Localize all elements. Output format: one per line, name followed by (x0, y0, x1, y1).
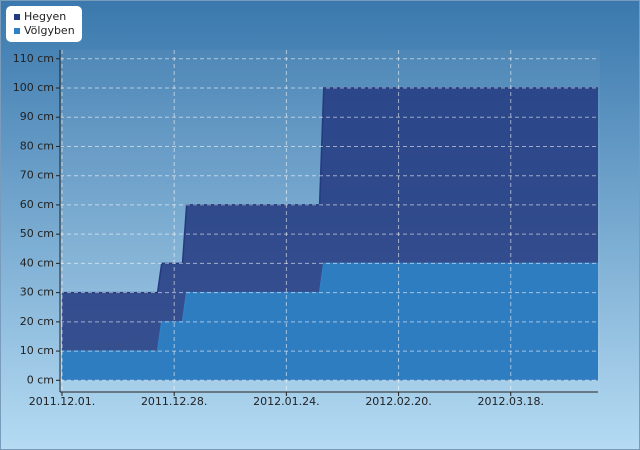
x-tick-label: 2011.12.01. (29, 395, 95, 408)
y-tick-label: 30 cm (20, 286, 54, 299)
y-tick-label: 90 cm (20, 110, 54, 123)
y-tick-label: 70 cm (20, 169, 54, 182)
y-tick-label: 80 cm (20, 139, 54, 152)
legend-label: Hegyen (24, 10, 66, 23)
legend-box (6, 6, 82, 42)
x-tick-label: 2012.03.18. (478, 395, 544, 408)
series-line (62, 262, 598, 352)
x-tick-label: 2012.02.20. (365, 395, 431, 408)
x-tick-label: 2012.01.24. (253, 395, 319, 408)
y-tick-label: 10 cm (20, 344, 54, 357)
y-tick-label: 60 cm (20, 198, 54, 211)
series-line (62, 87, 598, 294)
y-tick-label: 50 cm (20, 227, 54, 240)
legend-label: Völgyben (24, 24, 75, 37)
y-tick-label: 40 cm (20, 256, 54, 269)
y-tick-label: 100 cm (13, 81, 54, 94)
legend-swatch (14, 14, 20, 20)
x-tick-label: 2011.12.28. (141, 395, 207, 408)
y-tick-label: 0 cm (27, 373, 54, 386)
y-tick-label: 110 cm (13, 52, 54, 65)
y-tick-label: 20 cm (20, 315, 54, 328)
legend-swatch (14, 28, 20, 34)
